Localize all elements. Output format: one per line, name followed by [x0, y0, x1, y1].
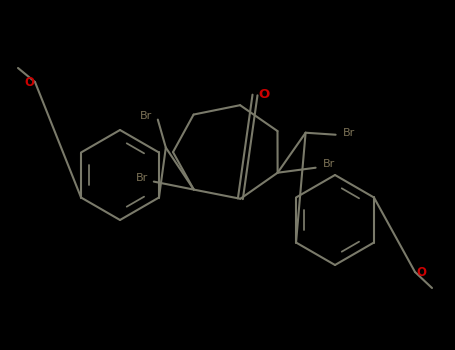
Text: O: O: [258, 89, 270, 101]
Text: Br: Br: [140, 111, 152, 121]
Text: Br: Br: [343, 128, 355, 138]
Text: O: O: [416, 266, 426, 279]
Text: Br: Br: [136, 173, 148, 183]
Text: O: O: [24, 76, 34, 89]
Text: Br: Br: [323, 159, 335, 169]
